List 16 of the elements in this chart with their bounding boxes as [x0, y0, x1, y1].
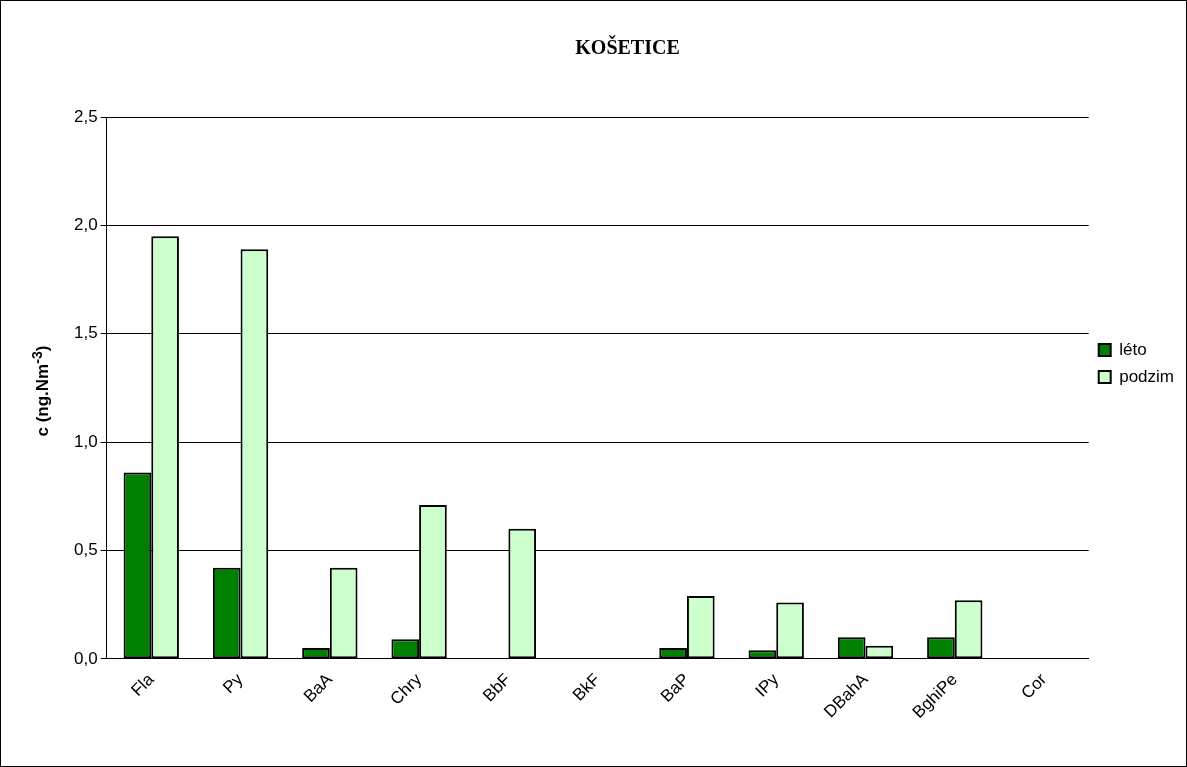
x-tick-label: Cor	[1017, 669, 1051, 703]
x-tick-label: Fla	[127, 669, 158, 700]
x-tick-label: BkF	[568, 669, 604, 705]
chart-title: KOŠETICE	[575, 35, 680, 59]
y-tick-label: 2,0	[73, 215, 98, 235]
y-tick-label: 0,5	[73, 540, 98, 560]
y-tick-label: 0,0	[73, 648, 98, 668]
legend-label: podzim	[1119, 366, 1175, 386]
x-tick-label: BaP	[656, 669, 694, 706]
y-tick-label: 2,5	[73, 106, 98, 126]
y-tick-label: 1,0	[73, 431, 98, 451]
x-tick-label: IPy	[751, 669, 783, 701]
legend-label: léto	[1119, 339, 1147, 359]
x-tick-label: Py	[219, 669, 248, 698]
x-tick-label: BaA	[299, 669, 337, 706]
y-tick-label: 1,5	[73, 323, 98, 343]
